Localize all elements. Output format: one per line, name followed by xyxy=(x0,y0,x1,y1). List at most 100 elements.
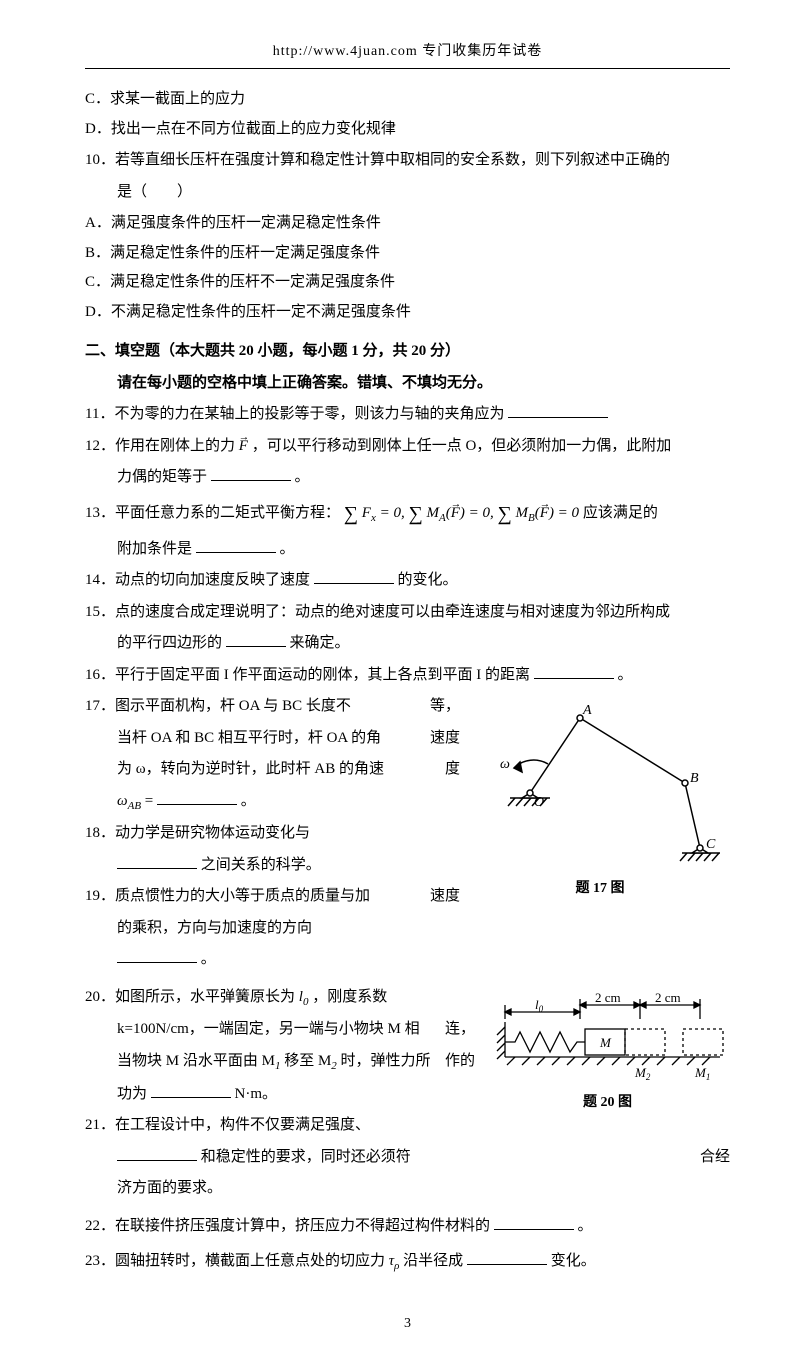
svg-text:B: B xyxy=(690,771,699,786)
q10-c: C．满足稳定性条件的压杆不一定满足强度条件 xyxy=(85,270,730,296)
svg-text:M1: M1 xyxy=(694,1065,710,1082)
q21-b: 和稳定性的要求，同时还必须符 xyxy=(201,1149,411,1165)
svg-text:M2: M2 xyxy=(634,1065,651,1082)
q13-blank xyxy=(196,537,276,553)
q13-b: 应该满足的 xyxy=(583,505,658,521)
q22-a: 22．在联接件挤压强度计算中，挤压应力不得超过构件材料的 xyxy=(85,1218,490,1234)
q12-a: 12．作用在刚体上的力 xyxy=(85,438,235,454)
q19-blank xyxy=(117,947,197,963)
q17-omega: ω xyxy=(117,793,128,809)
q21-blank xyxy=(117,1145,197,1161)
q18-b: 之间关系的科学。 xyxy=(201,857,321,873)
svg-text:2 cm: 2 cm xyxy=(655,990,681,1005)
q19-c-line: 。 xyxy=(85,947,730,973)
q10-stem-a: 10．若等直细长压杆在强度计算和稳定性计算中取相同的安全系数，则下列叙述中正确的 xyxy=(85,148,730,174)
q12-blank xyxy=(211,465,291,481)
q23-b: 沿半径成 xyxy=(403,1253,463,1269)
q17-sub: AB xyxy=(128,800,141,812)
svg-text:l0: l0 xyxy=(535,997,544,1014)
q17-period: 。 xyxy=(241,793,256,809)
q15-b-line: 的平行四边形的 来确定。 xyxy=(85,631,730,657)
q17-eq: = xyxy=(145,793,153,809)
svg-text:M: M xyxy=(599,1035,612,1050)
svg-text:A: A xyxy=(582,703,592,718)
q10-d: D．不满足稳定性条件的压杆一定不满足强度条件 xyxy=(85,300,730,326)
q20-l3e: 时，弹性力所 xyxy=(337,1053,431,1069)
q23: 23．圆轴扭转时，横截面上任意点处的切应力 τρ 沿半径成 变化。 xyxy=(85,1249,730,1276)
q11: 11．不为零的力在某轴上的投影等于零，则该力与轴的夹角应为 xyxy=(85,402,730,428)
fig17-svg: A B C O ω xyxy=(470,698,730,868)
fig20-svg: l0 2 cm 2 cm M M2 M1 xyxy=(485,987,730,1082)
q17-l3b: 度 xyxy=(445,757,460,783)
fig17-caption: 题 17 图 xyxy=(470,877,730,897)
q10-b: B．满足稳定性条件的压杆一定满足强度条件 xyxy=(85,241,730,267)
q12: 12．作用在刚体上的力 F ，可以平行移动到刚体上任一点 O，但必须附加一力偶，… xyxy=(85,434,730,460)
section2-title: 二、填空题（本大题共 20 小题，每小题 1 分，共 20 分） xyxy=(85,339,730,365)
q20-l4b: N·m。 xyxy=(235,1086,278,1102)
q13: 13．平面任意力系的二矩式平衡方程： ∑ Fx = 0, ∑ MA(F) = 0… xyxy=(85,497,730,531)
q17-l2a: 当杆 OA 和 BC 相互平行时，杆 OA 的角 xyxy=(117,730,381,746)
q17-l2b: 速度 xyxy=(430,726,460,752)
q20-l2a: k=100N/cm，一端固定，另一端与小物块 M 相 xyxy=(117,1021,420,1037)
q20-l1b: ，刚度系数 xyxy=(312,989,387,1005)
prev-choice-c: C．求某一截面上的应力 xyxy=(85,87,730,113)
q20-l4a: 功为 xyxy=(117,1086,147,1102)
q21-c: 济方面的要求。 xyxy=(85,1176,730,1202)
q15-a: 15．点的速度合成定理说明了：动点的绝对速度可以由牵连速度与相对速度为邻边所构成 xyxy=(85,600,730,626)
svg-text:O: O xyxy=(534,795,544,810)
q10-a: A．满足强度条件的压杆一定满足稳定性条件 xyxy=(85,211,730,237)
figure-20: l0 2 cm 2 cm M M2 M1 题 20 图 xyxy=(485,987,730,1111)
q14: 14．动点的切向加速度反映了速度 的变化。 xyxy=(85,568,730,594)
q11-text: 11．不为零的力在某轴上的投影等于零，则该力与轴的夹角应为 xyxy=(85,406,504,422)
q22-b: 。 xyxy=(578,1218,593,1234)
q23-c: 变化。 xyxy=(551,1253,596,1269)
q22: 22．在联接件挤压强度计算中，挤压应力不得超过构件材料的 。 xyxy=(85,1214,730,1240)
q19-a-text: 19．质点惯性力的大小等于质点的质量与加 xyxy=(85,888,370,904)
svg-text:2 cm: 2 cm xyxy=(595,990,621,1005)
q14-a: 14．动点的切向加速度反映了速度 xyxy=(85,572,310,588)
q15-c: 来确定。 xyxy=(290,635,350,651)
q21-b2: 合经 xyxy=(700,1145,730,1171)
svg-text:C: C xyxy=(706,837,716,852)
q21-a: 21．在工程设计中，构件不仅要满足强度、 xyxy=(85,1113,730,1139)
q15-b: 的平行四边形的 xyxy=(117,635,222,651)
q23-blank xyxy=(467,1249,547,1265)
fig20-caption: 题 20 图 xyxy=(485,1091,730,1111)
prev-choice-d: D．找出一点在不同方位截面上的应力变化规律 xyxy=(85,117,730,143)
q12-b: ，可以平行移动到刚体上任一点 O，但必须附加一力偶，此附加 xyxy=(252,438,672,454)
q15-blank xyxy=(226,631,286,647)
q14-b: 的变化。 xyxy=(398,572,458,588)
q13-d: 。 xyxy=(280,541,295,557)
q17-l3a: 为 ω，转向为逆时针，此时杆 AB 的角速 xyxy=(117,761,384,777)
q11-blank xyxy=(508,402,608,418)
q14-blank xyxy=(314,568,394,584)
q12-c: 力偶的矩等于 xyxy=(117,469,207,485)
q13-c: 附加条件是 xyxy=(117,541,192,557)
page-number: 3 xyxy=(85,1316,730,1332)
q20-l3c: 移至 M xyxy=(280,1053,331,1069)
q12-c-line: 力偶的矩等于 。 xyxy=(85,465,730,491)
q21-b-line: 和稳定性的要求，同时还必须符 合经 xyxy=(85,1145,730,1171)
q20-l1a: 20．如图所示，水平弹簧原长为 xyxy=(85,989,295,1005)
q17-l1a: 17．图示平面机构，杆 OA 与 BC 长度不 xyxy=(85,698,351,714)
q13-a: 13．平面任意力系的二矩式平衡方程： xyxy=(85,505,340,521)
q19-c: 。 xyxy=(201,951,216,967)
q16-b: 。 xyxy=(618,667,633,683)
q19-b: 的乘积，方向与加速度的方向 xyxy=(85,916,730,942)
header-rule xyxy=(85,68,730,69)
q20-l2b: 连， xyxy=(445,1017,475,1043)
q10-stem-b: 是（ ） xyxy=(85,180,730,206)
q17-l1b: 等， xyxy=(430,694,460,720)
q16-a: 16．平行于固定平面 I 作平面运动的刚体，其上各点到平面 I 的距离 xyxy=(85,667,530,683)
q12-d: 。 xyxy=(295,469,310,485)
section2-instr: 请在每小题的空格中填上正确答案。错填、不填均无分。 xyxy=(85,371,730,397)
svg-text:ω: ω xyxy=(500,757,510,772)
q20-l3a: 当物块 M 沿水平面由 M xyxy=(117,1053,275,1069)
q16: 16．平行于固定平面 I 作平面运动的刚体，其上各点到平面 I 的距离 。 xyxy=(85,663,730,689)
header-url: http://www.4juan.com 专门收集历年试卷 xyxy=(85,40,730,60)
q22-blank xyxy=(494,1214,574,1230)
q23-a: 23．圆轴扭转时，横截面上任意点处的切应力 xyxy=(85,1253,385,1269)
q13-c-line: 附加条件是 。 xyxy=(85,537,730,563)
q20-l3f: 作的 xyxy=(445,1049,475,1075)
q20-blank xyxy=(151,1082,231,1098)
